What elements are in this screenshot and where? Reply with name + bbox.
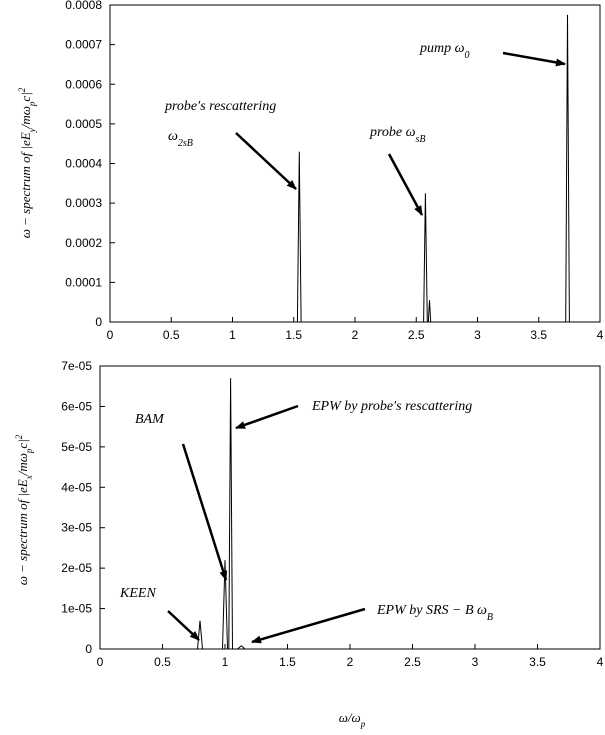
bottom-x-tick-label: 3.5 bbox=[529, 655, 546, 669]
top-x-tick-label: 2 bbox=[352, 328, 359, 342]
bottom-x-tick-label: 3 bbox=[472, 655, 479, 669]
top-x-tick-label: 3 bbox=[474, 328, 481, 342]
top-x-tick-label: 0.5 bbox=[163, 328, 180, 342]
annotation-KEEN: KEEN bbox=[119, 586, 156, 601]
top-x-tick-label: 2.5 bbox=[408, 328, 425, 342]
bottom-x-axis-label: ω/ωp bbox=[339, 710, 366, 729]
bottom-x-tick-label: 2.5 bbox=[404, 655, 421, 669]
arrow-BAM bbox=[181, 443, 228, 581]
annotation-probe-omega-sB: probe ωsB bbox=[369, 125, 426, 145]
annotation-probes-rescattering: probe′s rescattering bbox=[164, 99, 276, 114]
top-y-axis: 0 0.0001 0.0002 0.0003 0.0004 0.0005 0.0006 0.0… bbox=[65, 0, 115, 329]
bottom-y-tick-label: 4e-05 bbox=[61, 480, 92, 494]
annotation-epw-srs-b: EPW by SRS − B ωB bbox=[376, 603, 493, 623]
bottom-spectrum-line bbox=[100, 378, 600, 650]
top-x-tick-label: 3.5 bbox=[530, 328, 547, 342]
top-y-tick-label: 0.0008 bbox=[65, 0, 102, 12]
annotation-omega-2sB: ω2sB bbox=[168, 129, 193, 149]
bottom-y-tick-label: 3e-05 bbox=[61, 521, 92, 535]
bottom-x-tick-label: 2 bbox=[347, 655, 354, 669]
top-y-tick-label: 0.0003 bbox=[65, 196, 102, 210]
top-y-tick-label: 0.0002 bbox=[65, 236, 102, 250]
bottom-y-tick-label: 2e-05 bbox=[61, 561, 92, 575]
top-y-tick-label: 0.0004 bbox=[65, 157, 102, 171]
top-y-tick-label: 0.0005 bbox=[65, 117, 102, 131]
bottom-y-tick-label: 5e-05 bbox=[61, 440, 92, 454]
top-spectrum-line bbox=[110, 14, 600, 323]
top-y-tick-label: 0.0007 bbox=[65, 38, 102, 52]
annotation-epw-probes-rescattering: EPW by probe′s rescattering bbox=[311, 399, 472, 414]
arrow-KEEN bbox=[167, 610, 200, 641]
arrow-epw-srs-b bbox=[251, 607, 366, 644]
top-x-tick-label: 4 bbox=[597, 328, 604, 342]
bottom-y-axis-label: ω − spectrum of |eEx/mωpc|2 bbox=[14, 434, 34, 585]
bottom-chart: 0 0.5 1 1.5 2 2.5 3 3.5 4 0 1e-05 2e-05 3e-05 4e-05 5… bbox=[14, 359, 604, 729]
bottom-x-tick-label: 0 bbox=[97, 655, 104, 669]
bottom-x-tick-label: 1 bbox=[222, 655, 229, 669]
arrow-probes-rescattering bbox=[235, 132, 297, 190]
bottom-x-tick-label: 0.5 bbox=[154, 655, 171, 669]
bottom-x-tick-label: 4 bbox=[597, 655, 604, 669]
bottom-x-tick-label: 1.5 bbox=[279, 655, 296, 669]
top-y-tick-label: 0 bbox=[95, 315, 102, 329]
bottom-y-axis: 0 1e-05 2e-05 3e-05 4e-05 5e-05 6e-05 7e-05 bbox=[61, 359, 105, 656]
bottom-y-tick-label: 1e-05 bbox=[61, 602, 92, 616]
bottom-y-tick-label: 0 bbox=[85, 642, 92, 656]
arrow-probe bbox=[387, 153, 424, 216]
arrow-epw-probes-rescattering bbox=[235, 404, 299, 430]
arrow-pump bbox=[502, 51, 566, 67]
top-plot-frame bbox=[109, 4, 601, 323]
top-y-axis-label: ω − spectrum of |eEy/mωpc|2 bbox=[17, 87, 37, 238]
top-chart: 0 0.5 1 1.5 2 2.5 3 3.5 4 0 0.0001 0.0002 0.0003 0.0… bbox=[17, 0, 604, 342]
top-y-tick-label: 0.0006 bbox=[65, 77, 102, 91]
top-y-tick-label: 0.0001 bbox=[65, 275, 102, 289]
bottom-y-tick-label: 7e-05 bbox=[61, 359, 92, 373]
annotation-pump-omega-0: pump ω0 bbox=[419, 41, 470, 61]
top-x-tick-label: 0 bbox=[107, 328, 114, 342]
top-x-tick-label: 1 bbox=[229, 328, 236, 342]
bottom-y-tick-label: 6e-05 bbox=[61, 399, 92, 413]
top-x-tick-label: 1.5 bbox=[285, 328, 302, 342]
annotation-BAM: BAM bbox=[135, 412, 165, 427]
bottom-x-axis: 0 0.5 1 1.5 2 2.5 3 3.5 4 bbox=[97, 644, 604, 669]
top-x-axis: 0 0.5 1 1.5 2 2.5 3 3.5 4 bbox=[107, 317, 604, 342]
